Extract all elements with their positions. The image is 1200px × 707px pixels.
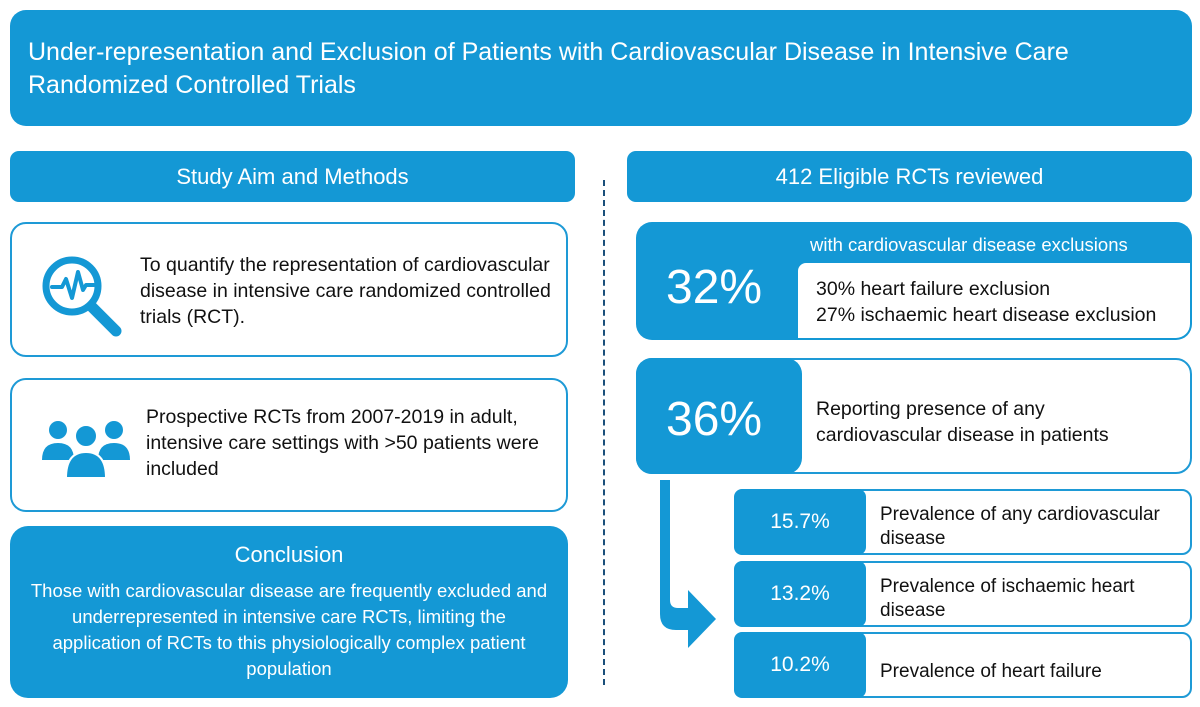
conclusion-text: Those with cardiovascular disease are fr… <box>30 580 548 679</box>
prevalence-label: Prevalence of any cardiovascular disease <box>880 504 1160 549</box>
prevalence-label: Prevalence of heart failure <box>880 661 1102 682</box>
prevalence-row: 10.2% Prevalence of heart failure <box>734 632 1192 698</box>
methods-text: Prospective RCTs from 2007-2019 in adult… <box>146 406 539 480</box>
reporting-box: 36% Reporting presence of any cardiovasc… <box>636 358 1192 474</box>
study-aim-heading-text: Study Aim and Methods <box>176 163 409 189</box>
aim-card: To quantify the representation of cardio… <box>10 222 568 357</box>
reporting-percent: 36% <box>666 393 763 446</box>
study-aim-heading: Study Aim and Methods <box>10 151 575 202</box>
exclusions-percent: 32% <box>666 261 763 314</box>
reporting-text: Reporting presence of any cardiovascular… <box>816 398 1109 446</box>
ischaemic-exclusion: 27% ischaemic heart disease exclusion <box>816 304 1157 326</box>
people-group-icon <box>42 421 130 479</box>
prevalence-row: 15.7% Prevalence of any cardiovascular d… <box>734 489 1192 555</box>
methods-card: Prospective RCTs from 2007-2019 in adult… <box>10 378 568 512</box>
eligible-rcts-heading-text: 412 Eligible RCTs reviewed <box>775 163 1044 189</box>
prevalence-label: Prevalence of ischaemic heart disease <box>880 576 1135 621</box>
exclusions-label: with cardiovascular disease exclusions <box>810 234 1128 255</box>
aim-text: To quantify the representation of cardio… <box>140 254 551 328</box>
title-banner: Under-representation and Exclusion of Pa… <box>10 10 1192 126</box>
down-right-arrow-icon <box>660 480 716 648</box>
reporting-percent-block: 36% <box>636 358 802 474</box>
magnifier-heartbeat-icon <box>42 256 122 337</box>
page-title: Under-representation and Exclusion of Pa… <box>28 38 1069 99</box>
conclusion-box: Conclusion Those with cardiovascular dis… <box>10 526 568 698</box>
prevalence-row: 13.2% Prevalence of ischaemic heart dise… <box>734 561 1192 627</box>
heart-failure-exclusion: 30% heart failure exclusion <box>816 278 1051 300</box>
eligible-rcts-heading: 412 Eligible RCTs reviewed <box>627 151 1192 202</box>
exclusions-box: 32% with cardiovascular disease exclusio… <box>636 222 1192 340</box>
prevalence-percent: 15.7% <box>734 489 866 555</box>
exclusions-detail: 30% heart failure exclusion 27% ischaemi… <box>798 263 1190 338</box>
column-divider <box>603 180 605 685</box>
conclusion-heading: Conclusion <box>234 542 344 567</box>
prevalence-percent: 10.2% <box>734 632 866 698</box>
prevalence-percent: 13.2% <box>734 561 866 627</box>
